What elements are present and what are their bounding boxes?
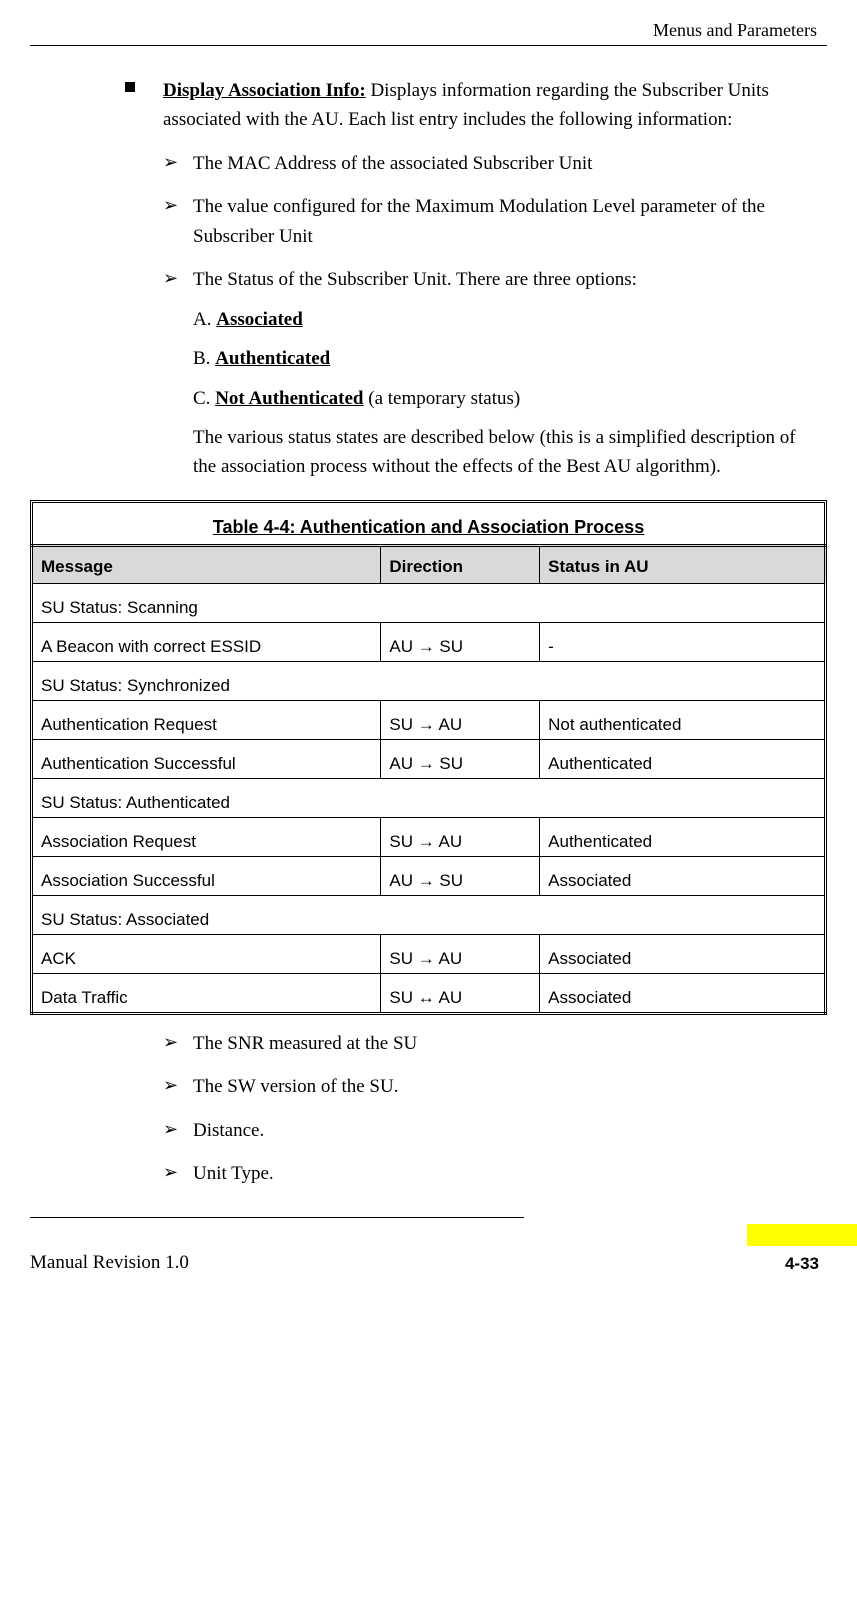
opt-label: Not Authenticated xyxy=(215,388,363,409)
cell-status: Associated xyxy=(540,856,826,895)
list-item: ➢ Distance. xyxy=(163,1116,817,1145)
status-option: A. Associated xyxy=(193,305,817,334)
content-area-after: ➢ The SNR measured at the SU ➢ The SW ve… xyxy=(30,1029,827,1189)
lead-bold: Display Association Info: xyxy=(163,80,366,101)
list-item: ➢ Unit Type. xyxy=(163,1159,817,1188)
cell-direction: SU → AU xyxy=(381,817,540,856)
cell-status: Associated xyxy=(540,973,826,1013)
table-row: SU Status: Authenticated xyxy=(32,778,826,817)
cell-direction: SU → AU xyxy=(381,700,540,739)
page-number: 4-33 xyxy=(785,1254,827,1274)
cell-message: ACK xyxy=(32,934,381,973)
table-row: A Beacon with correct ESSIDAU → SU- xyxy=(32,622,826,661)
cell-message: Data Traffic xyxy=(32,973,381,1013)
list-item-text: Unit Type. xyxy=(193,1159,274,1188)
table-row: Authentication RequestSU → AUNot authent… xyxy=(32,700,826,739)
footer-right: 4-33 xyxy=(747,1224,827,1274)
list-item-text: The Status of the Subscriber Unit. There… xyxy=(193,265,637,294)
list-item: ➢ The value configured for the Maximum M… xyxy=(163,192,817,251)
status-options: A. Associated B. Authenticated C. Not Au… xyxy=(163,305,817,413)
arrow-icon: ➢ xyxy=(163,192,193,251)
auth-association-table: Table 4-4: Authentication and Associatio… xyxy=(30,500,827,1015)
arrow-icon: ➢ xyxy=(163,1116,193,1145)
arrow-icon: ➢ xyxy=(163,149,193,178)
col-header-direction: Direction xyxy=(381,545,540,583)
cell-direction: AU → SU xyxy=(381,739,540,778)
table-row: Authentication SuccessfulAU → SUAuthenti… xyxy=(32,739,826,778)
cell-message: Association Successful xyxy=(32,856,381,895)
table-row: Association SuccessfulAU → SUAssociated xyxy=(32,856,826,895)
page: Menus and Parameters Display Association… xyxy=(0,0,857,1274)
table-wrap: Table 4-4: Authentication and Associatio… xyxy=(30,500,827,1015)
col-header-status: Status in AU xyxy=(540,545,826,583)
opt-label: Associated xyxy=(216,309,303,330)
header-rule xyxy=(30,45,827,46)
list-item-text: The SNR measured at the SU xyxy=(193,1029,417,1058)
table-row: Data TrafficSU ↔ AUAssociated xyxy=(32,973,826,1013)
arrow-icon: ➢ xyxy=(163,1072,193,1101)
cell-status: Authenticated xyxy=(540,739,826,778)
cell-message: Authentication Request xyxy=(32,700,381,739)
cell-status: Associated xyxy=(540,934,826,973)
table-header-row: Message Direction Status in AU xyxy=(32,545,826,583)
cell-direction: SU ↔ AU xyxy=(381,973,540,1013)
list-item-text: The value configured for the Maximum Mod… xyxy=(193,192,817,251)
opt-prefix: C. xyxy=(193,388,215,409)
col-header-message: Message xyxy=(32,545,381,583)
cell-direction: AU → SU xyxy=(381,856,540,895)
cell-status: Not authenticated xyxy=(540,700,826,739)
opt-suffix: (a temporary status) xyxy=(364,388,521,409)
cell-status: Authenticated xyxy=(540,817,826,856)
main-bullet-row: Display Association Info: Displays infor… xyxy=(125,76,817,135)
opt-prefix: A. xyxy=(193,309,216,330)
opt-label: Authenticated xyxy=(215,348,330,369)
list-item: ➢ The SNR measured at the SU xyxy=(163,1029,817,1058)
opt-prefix: B. xyxy=(193,348,215,369)
footer-revision: Manual Revision 1.0 xyxy=(30,1252,189,1274)
arrow-icon: ➢ xyxy=(163,1029,193,1058)
header-section-title: Menus and Parameters xyxy=(30,20,827,45)
list-item: ➢ The SW version of the SU. xyxy=(163,1072,817,1101)
arrow-icon: ➢ xyxy=(163,1159,193,1188)
table-row: Association RequestSU → AUAuthenticated xyxy=(32,817,826,856)
footer-rule xyxy=(30,1217,524,1218)
arrow-icon: ➢ xyxy=(163,265,193,294)
table-span-cell: SU Status: Associated xyxy=(32,895,826,934)
table-row: ACKSU → AUAssociated xyxy=(32,934,826,973)
cell-direction: SU → AU xyxy=(381,934,540,973)
list-item-text: The MAC Address of the associated Subscr… xyxy=(193,149,592,178)
table-span-cell: SU Status: Scanning xyxy=(32,583,826,622)
footer-row: Manual Revision 1.0 4-33 xyxy=(30,1224,827,1274)
square-bullet-icon xyxy=(125,82,135,92)
cell-status: - xyxy=(540,622,826,661)
list-item: ➢ The MAC Address of the associated Subs… xyxy=(163,149,817,178)
cell-message: Authentication Successful xyxy=(32,739,381,778)
list-item: ➢ The Status of the Subscriber Unit. The… xyxy=(163,265,817,294)
status-option: B. Authenticated xyxy=(193,344,817,373)
status-option: C. Not Authenticated (a temporary status… xyxy=(193,384,817,413)
table-span-cell: SU Status: Authenticated xyxy=(32,778,826,817)
table-row: SU Status: Scanning xyxy=(32,583,826,622)
status-paragraph: The various status states are described … xyxy=(163,423,817,482)
table-caption: Table 4-4: Authentication and Associatio… xyxy=(30,500,827,544)
table-span-cell: SU Status: Synchronized xyxy=(32,661,826,700)
list-item-text: Distance. xyxy=(193,1116,264,1145)
sub-list-before: ➢ The MAC Address of the associated Subs… xyxy=(125,149,817,482)
yellow-bar-icon xyxy=(747,1224,857,1246)
content-area: Display Association Info: Displays infor… xyxy=(30,76,827,482)
cell-message: Association Request xyxy=(32,817,381,856)
cell-message: A Beacon with correct ESSID xyxy=(32,622,381,661)
table-row: SU Status: Synchronized xyxy=(32,661,826,700)
table-row: SU Status: Associated xyxy=(32,895,826,934)
list-item-text: The SW version of the SU. xyxy=(193,1072,398,1101)
main-bullet-text: Display Association Info: Displays infor… xyxy=(163,76,817,135)
cell-direction: AU → SU xyxy=(381,622,540,661)
sub-list-after: ➢ The SNR measured at the SU ➢ The SW ve… xyxy=(125,1029,817,1189)
